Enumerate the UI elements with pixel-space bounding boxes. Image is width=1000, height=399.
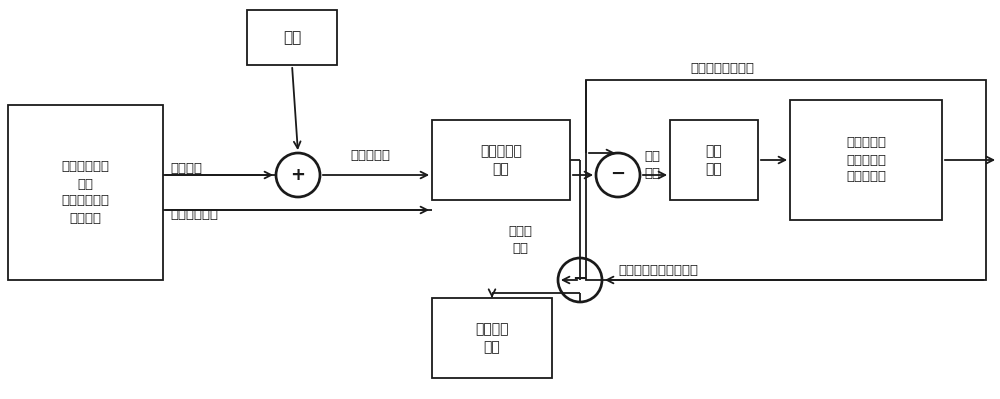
Bar: [8, 105, 163, 280]
Text: 信息: 信息: [283, 30, 301, 45]
Text: 其它混沌状态: 其它混沌状态: [170, 207, 218, 221]
Bar: [432, 298, 552, 378]
Bar: [670, 120, 758, 200]
Bar: [790, 100, 942, 220]
Text: 基于无非线性
项的
驱动混沌系统
信号生成: 基于无非线性 项的 驱动混沌系统 信号生成: [62, 160, 110, 225]
Text: 加密后信息: 加密后信息: [350, 149, 390, 162]
Text: 无非线性项
响应混沌系
统信号生成: 无非线性项 响应混沌系 统信号生成: [846, 136, 886, 184]
Text: 混沌状态: 混沌状态: [170, 162, 202, 174]
Text: 某个响应系统混沌状态: 某个响应系统混沌状态: [618, 263, 698, 277]
Text: 恢复后的
信号: 恢复后的 信号: [475, 322, 509, 354]
Text: 误差
信号: 误差 信号: [644, 150, 660, 180]
Text: −: −: [610, 165, 626, 183]
Bar: [247, 10, 337, 65]
Text: −: −: [572, 270, 588, 288]
Bar: [586, 80, 986, 280]
Bar: [432, 120, 570, 200]
Text: 加密后
信息: 加密后 信息: [508, 225, 532, 255]
Text: +: +: [290, 166, 306, 184]
Text: 信息发送与
接收: 信息发送与 接收: [480, 144, 522, 176]
Text: 同步
规律: 同步 规律: [706, 144, 722, 176]
Text: 响应系统混沌状态: 响应系统混沌状态: [690, 61, 754, 75]
